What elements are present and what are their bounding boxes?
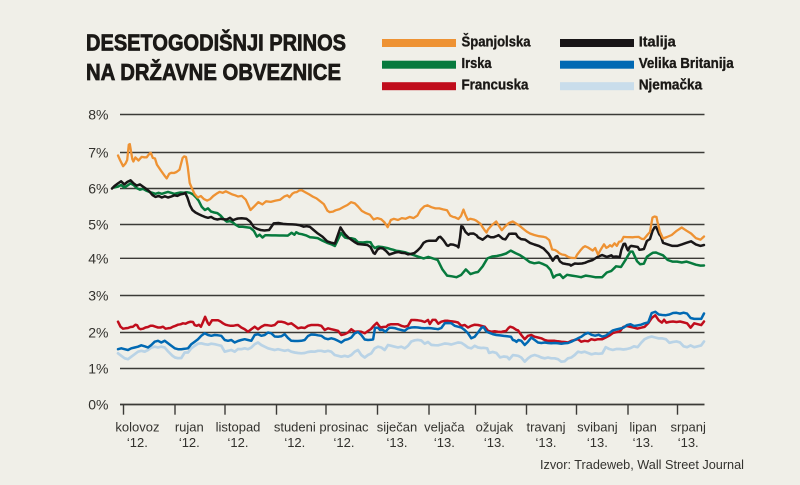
svg-text:6%: 6% — [88, 181, 108, 197]
svg-text:Izvor: Tradeweb, Wall Street J: Izvor: Tradeweb, Wall Street Journal — [540, 458, 744, 472]
svg-text:NA DRŽAVNE OBVEZNICE: NA DRŽAVNE OBVEZNICE — [86, 58, 341, 85]
svg-text:‘12.: ‘12. — [179, 435, 200, 450]
svg-text:ožujak: ožujak — [476, 420, 514, 435]
svg-text:8%: 8% — [88, 107, 108, 123]
svg-text:studeni: studeni — [274, 420, 316, 435]
svg-text:2%: 2% — [88, 325, 108, 341]
svg-text:Irska: Irska — [462, 55, 493, 72]
svg-text:‘13.: ‘13. — [434, 435, 455, 450]
svg-text:‘13.: ‘13. — [678, 435, 699, 450]
svg-text:Njemačka: Njemačka — [639, 77, 703, 94]
svg-text:0%: 0% — [88, 397, 108, 413]
svg-text:svibanj: svibanj — [577, 420, 618, 435]
svg-text:prosinac: prosinac — [319, 420, 369, 435]
svg-text:siječan: siječan — [377, 420, 417, 435]
svg-text:rujan: rujan — [175, 420, 204, 435]
svg-text:srpanj: srpanj — [670, 420, 706, 435]
svg-text:Italija: Italija — [639, 33, 677, 50]
svg-text:‘13.: ‘13. — [484, 435, 505, 450]
svg-text:‘12.: ‘12. — [228, 435, 249, 450]
svg-text:lipan: lipan — [629, 420, 656, 435]
svg-text:travanj: travanj — [526, 420, 565, 435]
svg-text:‘13.: ‘13. — [587, 435, 608, 450]
svg-text:4%: 4% — [88, 251, 108, 267]
svg-text:kolovoz: kolovoz — [115, 420, 159, 435]
svg-text:7%: 7% — [88, 145, 108, 161]
svg-text:‘12.: ‘12. — [127, 435, 148, 450]
svg-text:5%: 5% — [88, 217, 108, 233]
svg-text:‘13.: ‘13. — [536, 435, 557, 450]
svg-text:3%: 3% — [88, 288, 108, 304]
svg-text:‘12.: ‘12. — [334, 435, 355, 450]
svg-text:listopad: listopad — [216, 420, 261, 435]
svg-text:‘13.: ‘13. — [633, 435, 654, 450]
svg-text:veljača: veljača — [424, 420, 465, 435]
svg-text:Velika Britanija: Velika Britanija — [639, 55, 735, 72]
svg-text:DESETOGODIŠNJI PRINOS: DESETOGODIŠNJI PRINOS — [86, 29, 346, 56]
svg-text:1%: 1% — [88, 361, 108, 377]
svg-text:Francuska: Francuska — [462, 77, 530, 94]
svg-text:‘13.: ‘13. — [387, 435, 408, 450]
svg-text:Španjolska: Španjolska — [462, 32, 532, 50]
svg-text:‘12.: ‘12. — [284, 435, 305, 450]
